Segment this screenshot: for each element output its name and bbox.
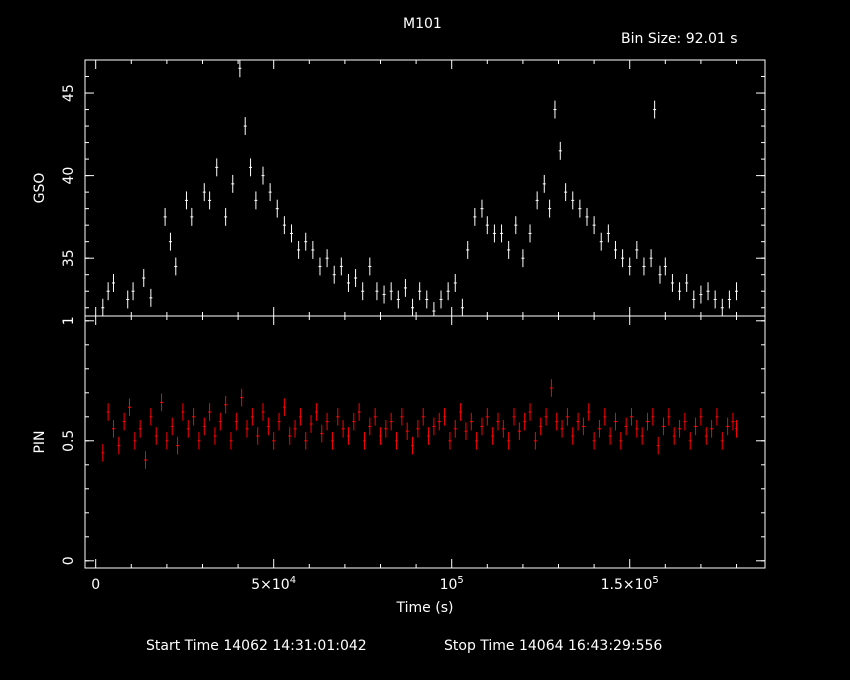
gso-ytick-label: 40	[61, 167, 77, 185]
gso-ylabel: GSO	[32, 173, 48, 204]
pin-ytick-label: 0	[61, 556, 77, 565]
chart-title: M101	[403, 16, 442, 32]
bin-size-label: Bin Size: 92.01 s	[621, 31, 738, 47]
pin-ytick-label: 0.5	[61, 430, 77, 452]
gso-panel-frame	[84, 59, 766, 317]
gso-ytick-label: 35	[61, 249, 77, 267]
x-tick-label: 1.5×105	[601, 575, 659, 593]
pin-panel-frame	[84, 315, 766, 569]
stop-time-label: Stop Time 14064 16:43:29:556	[444, 638, 663, 654]
pin-ylabel: PIN	[32, 430, 48, 453]
start-time-label: Start Time 14062 14:31:01:042	[146, 638, 367, 654]
x-tick-label: 105	[440, 575, 464, 593]
gso-ytick-label: 45	[61, 84, 77, 102]
pin-ytick-label: 1	[61, 316, 77, 325]
x-tick-label: 0	[91, 577, 100, 593]
x-tick-label: 5×104	[251, 575, 296, 593]
x-axis-label: Time (s)	[396, 600, 454, 616]
